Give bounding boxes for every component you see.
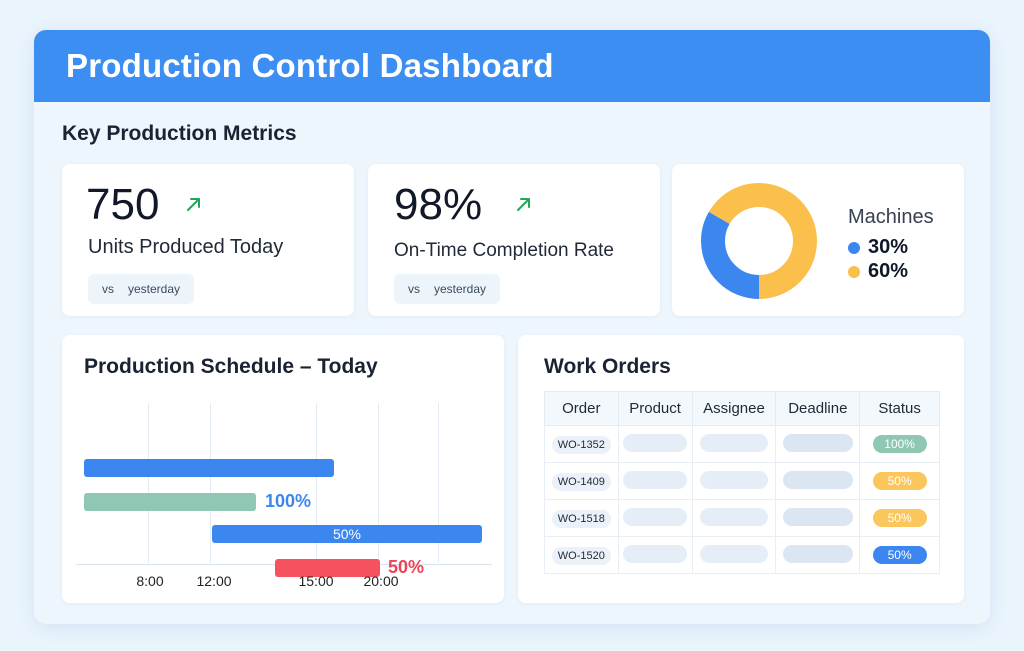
ontime-value: 98% bbox=[394, 180, 483, 229]
product-placeholder bbox=[623, 470, 688, 489]
status-badge: 100% bbox=[872, 435, 927, 453]
assignee-placeholder bbox=[699, 544, 768, 563]
units-label: Units Produced Today bbox=[88, 236, 284, 258]
deadline-placeholder bbox=[782, 433, 853, 452]
work-orders-table: Order Product Assignee Deadline Status W… bbox=[544, 391, 940, 574]
schedule-bar-label: 50% bbox=[332, 526, 362, 542]
grid-line bbox=[438, 403, 439, 563]
schedule-bar-label: 50% bbox=[388, 557, 425, 577]
legend-value: 30% bbox=[868, 236, 909, 258]
legend-dot bbox=[848, 265, 860, 278]
order-id: WO-1520 bbox=[551, 546, 611, 565]
dashboard-window: Production Control Dashboard Key Product… bbox=[34, 30, 990, 624]
assignee-placeholder bbox=[699, 433, 768, 452]
donut-slice bbox=[701, 183, 817, 299]
product-placeholder bbox=[623, 507, 688, 526]
assignee-placeholder bbox=[699, 507, 768, 526]
legend-item: 60% bbox=[848, 260, 908, 283]
page-title: Production Control Dashboard bbox=[66, 47, 554, 84]
order-id: WO-1352 bbox=[551, 435, 611, 454]
time-tick: 8:00 bbox=[136, 573, 164, 589]
schedule-bar[interactable] bbox=[84, 493, 256, 511]
schedule-card: Production Schedule – Today 100% 50% 50%… bbox=[62, 335, 504, 603]
machines-card: Machines 30% 60% bbox=[672, 164, 964, 316]
deadline-placeholder bbox=[782, 470, 853, 489]
work-orders-title: Work Orders bbox=[544, 355, 671, 378]
assignee-placeholder bbox=[699, 470, 768, 489]
header-bar: Production Control Dashboard bbox=[34, 30, 990, 102]
order-id: WO-1409 bbox=[551, 472, 611, 491]
trend-up-icon bbox=[517, 198, 530, 211]
order-id: WO-1518 bbox=[551, 509, 611, 528]
schedule-bar-label: 100% bbox=[265, 491, 312, 511]
grid-line bbox=[210, 403, 211, 563]
product-placeholder bbox=[623, 544, 688, 563]
deadline-placeholder bbox=[782, 544, 853, 563]
deadline-placeholder bbox=[782, 507, 853, 526]
schedule-bar[interactable] bbox=[84, 459, 334, 477]
work-orders-card: Work Orders Order Product Assignee Deadl… bbox=[518, 335, 964, 603]
schedule-bar[interactable] bbox=[275, 559, 380, 577]
compare-vs: vs bbox=[408, 282, 420, 296]
table-header-row: Order Product Assignee Deadline Status bbox=[544, 391, 940, 426]
time-tick: 12:00 bbox=[196, 573, 232, 589]
column-header[interactable]: Deadline bbox=[775, 391, 861, 426]
table-row[interactable]: WO-1352 100% bbox=[544, 425, 940, 463]
status-badge: 50% bbox=[872, 546, 927, 564]
legend-item: 30% bbox=[848, 236, 908, 259]
trend-up-icon bbox=[187, 198, 200, 211]
grid-line bbox=[378, 403, 379, 563]
compare-pill: vs yesterday bbox=[394, 274, 501, 304]
machines-legend-title: Machines bbox=[848, 206, 934, 228]
column-header[interactable]: Status bbox=[859, 391, 940, 426]
legend-dot bbox=[848, 241, 860, 254]
units-value: 750 bbox=[86, 180, 160, 229]
grid-line bbox=[148, 403, 149, 563]
status-badge: 50% bbox=[872, 472, 927, 490]
metrics-section-title: Key Production Metrics bbox=[62, 122, 297, 145]
compare-vs: vs bbox=[102, 282, 114, 296]
compare-pill: vs yesterday bbox=[88, 274, 195, 304]
column-header[interactable]: Product bbox=[617, 391, 693, 426]
metric-card-units: 750 Units Produced Today vs yesterday bbox=[62, 164, 354, 316]
legend-value: 60% bbox=[868, 260, 909, 282]
product-placeholder bbox=[623, 433, 688, 452]
time-tick: 15:00 bbox=[298, 573, 334, 589]
grid-line bbox=[316, 403, 317, 563]
time-tick: 20:00 bbox=[363, 573, 399, 589]
machines-donut-chart bbox=[701, 183, 817, 299]
compare-period: yesterday bbox=[434, 282, 487, 296]
column-header[interactable]: Assignee bbox=[691, 391, 777, 426]
column-header[interactable]: Order bbox=[544, 391, 619, 426]
status-badge: 50% bbox=[872, 509, 927, 527]
schedule-title: Production Schedule – Today bbox=[84, 355, 378, 378]
table-row[interactable]: WO-1520 50% bbox=[544, 536, 940, 574]
ontime-label: On-Time Completion Rate bbox=[394, 240, 614, 261]
schedule-bar[interactable]: 50% bbox=[212, 525, 482, 543]
table-row[interactable]: WO-1518 50% bbox=[544, 499, 940, 537]
table-row[interactable]: WO-1409 50% bbox=[544, 462, 940, 500]
metric-card-ontime: 98% On-Time Completion Rate vs yesterday bbox=[368, 164, 660, 316]
compare-period: yesterday bbox=[128, 282, 181, 296]
